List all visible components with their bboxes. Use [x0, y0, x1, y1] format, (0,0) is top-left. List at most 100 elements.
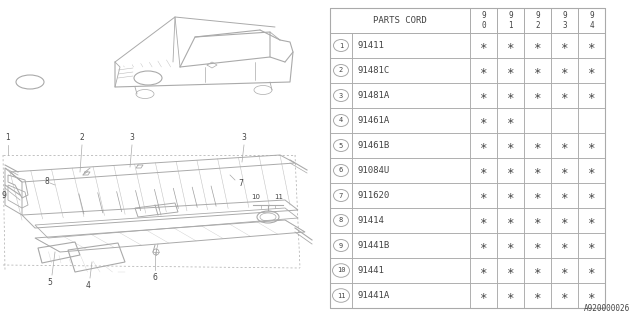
Bar [352, 283, 470, 308]
Text: ∗: ∗ [507, 64, 515, 77]
Text: 6: 6 [152, 273, 157, 282]
Text: ∗: ∗ [480, 139, 487, 152]
Text: 91461B: 91461B [358, 141, 390, 150]
Text: 2: 2 [339, 68, 343, 74]
Bar [578, 108, 605, 133]
Text: 4: 4 [86, 281, 90, 290]
Text: ∗: ∗ [534, 89, 541, 102]
Bar [551, 283, 578, 308]
Bar [352, 233, 470, 258]
Bar [330, 58, 352, 83]
Bar [470, 258, 497, 283]
Bar [524, 83, 551, 108]
Text: A920000026: A920000026 [584, 304, 630, 313]
Bar [524, 8, 551, 33]
Text: ∗: ∗ [507, 214, 515, 227]
Text: ∗: ∗ [480, 114, 487, 127]
Text: 7: 7 [339, 193, 343, 198]
Bar [470, 83, 497, 108]
Bar [578, 183, 605, 208]
Text: ∗: ∗ [534, 214, 541, 227]
Bar [330, 158, 352, 183]
Text: ∗: ∗ [480, 64, 487, 77]
Bar [330, 33, 352, 58]
Text: 91461A: 91461A [358, 116, 390, 125]
Text: 91481A: 91481A [358, 91, 390, 100]
Bar [524, 208, 551, 233]
Bar [497, 233, 524, 258]
Bar [497, 183, 524, 208]
Text: ∗: ∗ [480, 214, 487, 227]
Bar [330, 8, 470, 33]
Bar [551, 33, 578, 58]
Bar [578, 133, 605, 158]
Bar [524, 133, 551, 158]
Text: 91481C: 91481C [358, 66, 390, 75]
Bar [524, 283, 551, 308]
Bar [330, 258, 352, 283]
Text: 91441: 91441 [358, 266, 385, 275]
Bar [352, 183, 470, 208]
Text: 3: 3 [129, 133, 134, 142]
Bar [497, 8, 524, 33]
Bar [578, 8, 605, 33]
Text: ∗: ∗ [561, 89, 568, 102]
Bar [352, 83, 470, 108]
Bar [330, 8, 605, 308]
Text: ∗: ∗ [588, 139, 595, 152]
Text: 4: 4 [339, 117, 343, 124]
Text: ∗: ∗ [561, 64, 568, 77]
Text: ∗: ∗ [561, 264, 568, 277]
Text: ∗: ∗ [588, 164, 595, 177]
Text: 10: 10 [252, 194, 260, 200]
Text: 8: 8 [45, 177, 49, 186]
Text: 11: 11 [337, 292, 345, 299]
Text: 8: 8 [339, 218, 343, 223]
Text: ∗: ∗ [561, 39, 568, 52]
Bar [330, 283, 352, 308]
Bar [497, 158, 524, 183]
Bar [352, 133, 470, 158]
Bar [470, 8, 497, 33]
Text: 9
1: 9 1 [508, 12, 513, 29]
Text: ∗: ∗ [534, 264, 541, 277]
Bar [524, 183, 551, 208]
Bar [352, 158, 470, 183]
Text: ∗: ∗ [588, 214, 595, 227]
Text: ∗: ∗ [534, 239, 541, 252]
Text: ∗: ∗ [534, 139, 541, 152]
Text: ∗: ∗ [480, 239, 487, 252]
Text: ∗: ∗ [507, 264, 515, 277]
Text: ∗: ∗ [588, 239, 595, 252]
Bar [551, 8, 578, 33]
Text: ∗: ∗ [588, 264, 595, 277]
Bar [330, 133, 352, 158]
Text: ∗: ∗ [507, 189, 515, 202]
Text: ∗: ∗ [507, 139, 515, 152]
Text: PARTS CORD: PARTS CORD [373, 16, 427, 25]
Bar [551, 183, 578, 208]
Bar [578, 83, 605, 108]
Bar [470, 233, 497, 258]
Text: 9
3: 9 3 [562, 12, 567, 29]
Text: ∗: ∗ [480, 289, 487, 302]
Text: ∗: ∗ [507, 239, 515, 252]
Bar [551, 258, 578, 283]
Bar [551, 58, 578, 83]
Bar [330, 108, 352, 133]
Text: ∗: ∗ [480, 189, 487, 202]
Bar [470, 133, 497, 158]
Text: ∗: ∗ [507, 114, 515, 127]
Text: 3: 3 [241, 133, 246, 142]
Bar [524, 233, 551, 258]
Bar [524, 58, 551, 83]
Text: ∗: ∗ [588, 289, 595, 302]
Bar [497, 33, 524, 58]
Text: 1: 1 [339, 43, 343, 49]
Bar [352, 58, 470, 83]
Text: 91084U: 91084U [358, 166, 390, 175]
Bar [497, 133, 524, 158]
Bar [551, 133, 578, 158]
Text: ∗: ∗ [480, 164, 487, 177]
Bar [470, 158, 497, 183]
